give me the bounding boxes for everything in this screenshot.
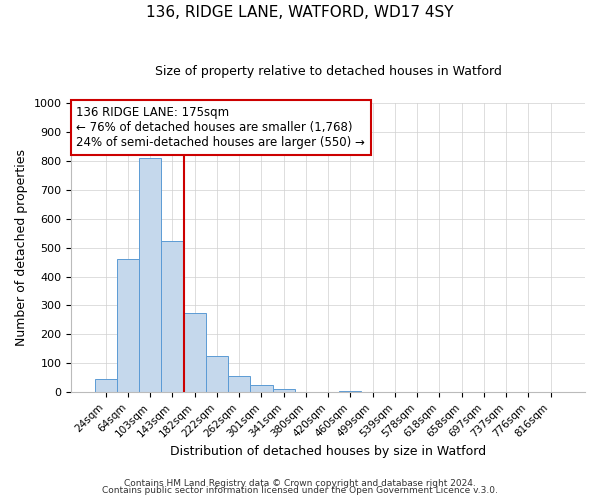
Bar (228, 376, 250, 392)
Text: Contains HM Land Registry data © Crown copyright and database right 2024.: Contains HM Land Registry data © Crown c… (124, 478, 476, 488)
Bar (272, 389, 295, 392)
Bar (250, 386, 272, 392)
Bar (117, 259, 139, 392)
Text: 136 RIDGE LANE: 175sqm
← 76% of detached houses are smaller (1,768)
24% of semi-: 136 RIDGE LANE: 175sqm ← 76% of detached… (76, 106, 365, 148)
Bar (139, 158, 161, 392)
Bar (161, 241, 184, 392)
Y-axis label: Number of detached properties: Number of detached properties (15, 149, 28, 346)
Bar (95, 379, 117, 392)
Bar (206, 356, 228, 393)
Bar (184, 312, 206, 392)
Text: 136, RIDGE LANE, WATFORD, WD17 4SY: 136, RIDGE LANE, WATFORD, WD17 4SY (146, 5, 454, 20)
Text: Contains public sector information licensed under the Open Government Licence v.: Contains public sector information licen… (102, 486, 498, 495)
Bar (339, 391, 361, 392)
Title: Size of property relative to detached houses in Watford: Size of property relative to detached ho… (155, 65, 502, 78)
X-axis label: Distribution of detached houses by size in Watford: Distribution of detached houses by size … (170, 444, 486, 458)
